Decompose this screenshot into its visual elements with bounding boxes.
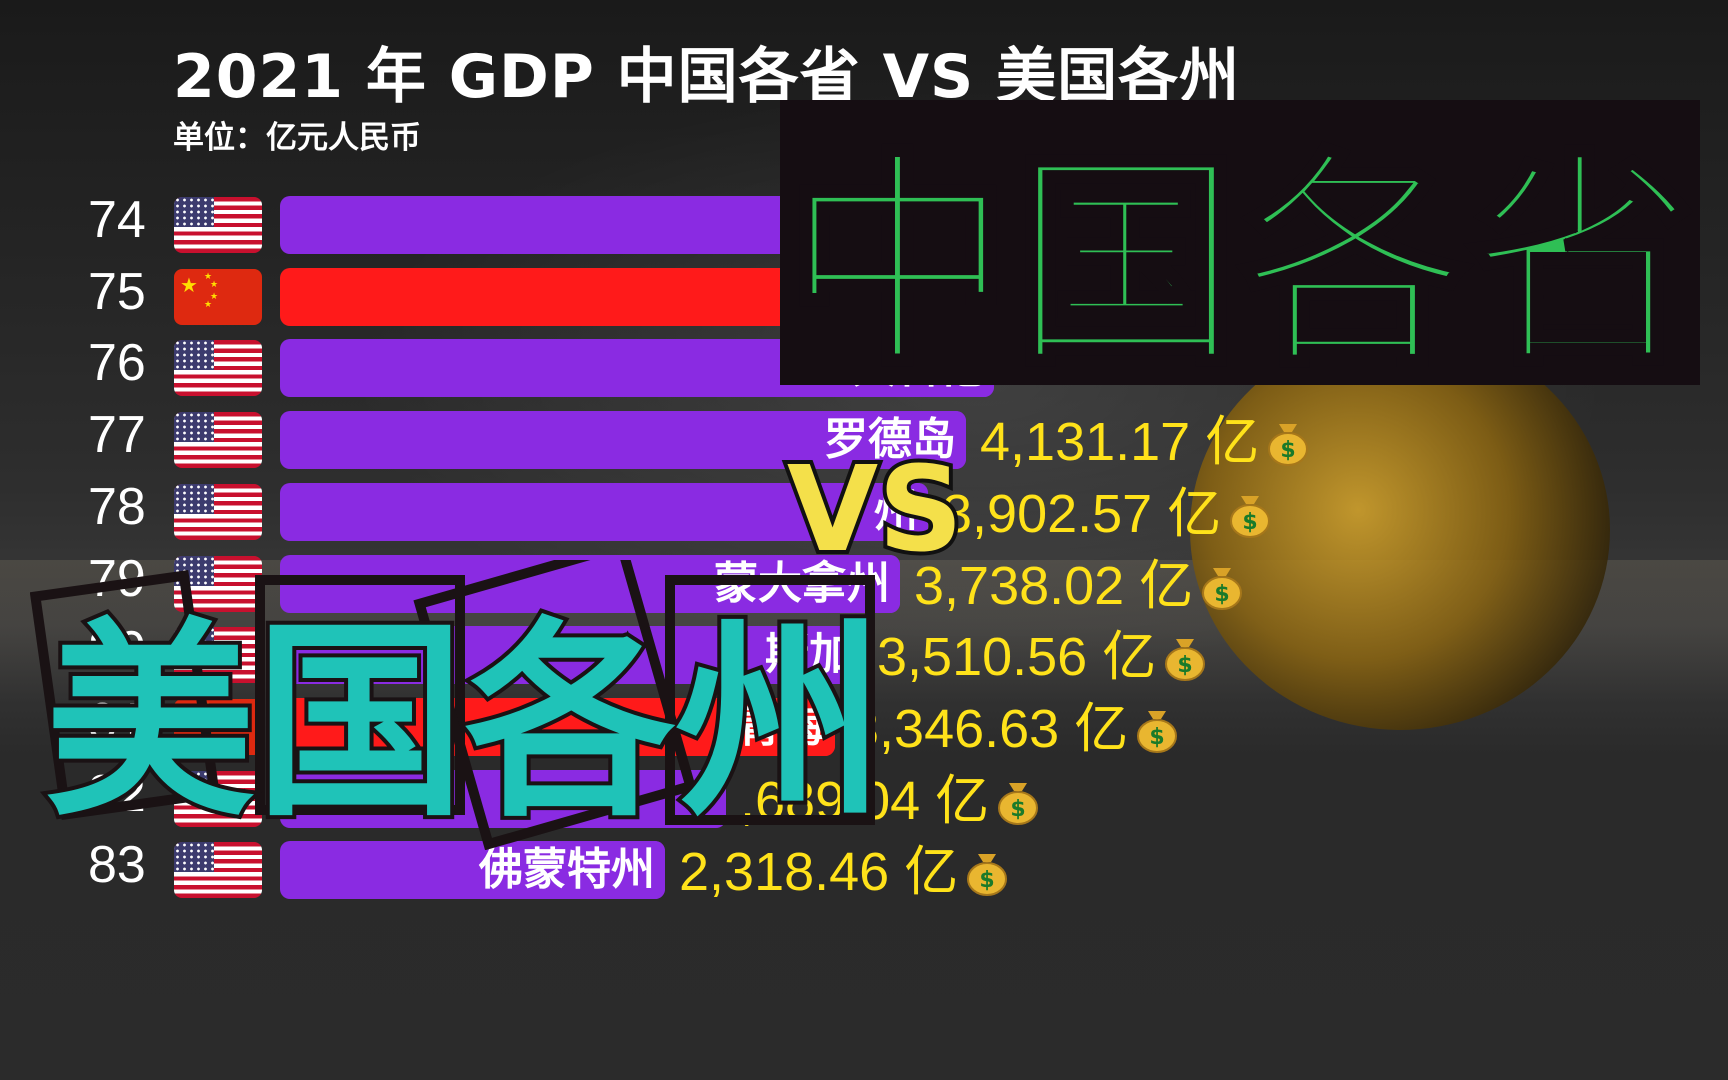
flag-canton [174, 842, 214, 872]
flag-star-icon: ★ [180, 703, 198, 727]
overlay-cn-text: 中国各省 [784, 130, 1696, 392]
money-bag-icon: $ [1137, 710, 1178, 753]
value-label: 2,318.46 亿 $ [679, 843, 1010, 901]
china-flag-icon: ★ ★ ★ ★ ★ [174, 699, 262, 755]
bar-label: 佛蒙特州 [471, 841, 665, 899]
flag-star-icon: ★ [210, 292, 219, 302]
flag-star-icon: ★ [210, 722, 219, 732]
svg-text:$: $ [1011, 797, 1026, 822]
money-bag-icon: $ [1230, 495, 1271, 538]
rank-label: 78 [88, 478, 146, 536]
us-flag-icon [174, 842, 262, 898]
svg-text:$: $ [1215, 582, 1230, 607]
money-bag-icon: $ [967, 853, 1008, 896]
overlay-us-states: 美国各州 [30, 560, 889, 850]
svg-text:$: $ [1281, 438, 1296, 463]
bar-label: 青海 [729, 698, 835, 756]
money-bag-icon: $ [1165, 638, 1206, 681]
svg-text:$: $ [1243, 510, 1258, 535]
flag-star-icon: ★ [210, 280, 219, 290]
value-text: 4,131.17 亿 [980, 412, 1260, 472]
china-flag-icon: ★ ★ ★ ★ ★ [174, 269, 262, 325]
us-flag-icon [174, 197, 262, 253]
flag-canton [174, 197, 214, 227]
value-text: 3,902.57 亿 [942, 484, 1222, 544]
value-text: 3,346.63 亿 [849, 699, 1129, 759]
value-text: 3,510.56 亿 [877, 627, 1157, 687]
value-label: 3,346.63 亿 $ [849, 700, 1180, 758]
rank-label: 80 [88, 621, 146, 679]
flag-canton [174, 484, 214, 514]
us-flag-icon [174, 412, 262, 468]
flag-star-icon: ★ [204, 702, 213, 712]
rank-label: 81 [88, 693, 146, 751]
page-subtitle: 单位：亿元人民币 [173, 120, 421, 156]
svg-text:$: $ [980, 868, 995, 893]
value-label: 3,738.02 亿 $ [914, 557, 1245, 615]
us-flag-icon [174, 340, 262, 396]
rank-label: 75 [88, 263, 146, 321]
value-label: 4,131.17 亿 $ [980, 413, 1311, 471]
bar-label: 斯加 [757, 626, 863, 684]
flag-star-icon: ★ [210, 710, 219, 720]
money-bag-icon: $ [1268, 423, 1309, 466]
flag-star-icon: ★ [204, 272, 213, 282]
us-flag-icon [174, 484, 262, 540]
overlay-us-text: 美国各州 [45, 600, 885, 845]
money-bag-icon: $ [998, 782, 1039, 825]
value-text: 2,318.46 亿 [679, 842, 959, 902]
money-bag-icon: $ [1202, 567, 1243, 610]
flag-canton [174, 412, 214, 442]
svg-text:$: $ [1150, 725, 1165, 750]
rank-label: 76 [88, 334, 146, 392]
rank-label: 83 [88, 836, 146, 894]
overlay-china-provinces: 中国各省 [780, 100, 1700, 392]
flag-star-icon: ★ [204, 300, 213, 310]
overlay-vs-text: VS [787, 440, 963, 578]
value-label: 3,902.57 亿 $ [942, 485, 1273, 543]
overlay-vs: VS [783, 436, 967, 580]
value-label: 3,510.56 亿 $ [877, 628, 1208, 686]
flag-canton [174, 340, 214, 370]
bar-label: 罗德岛 [816, 411, 966, 469]
svg-text:$: $ [1178, 653, 1193, 678]
flag-star-icon: ★ [180, 273, 198, 297]
rank-label: 77 [88, 406, 146, 464]
value-text: 3,738.02 亿 [914, 556, 1194, 616]
bar [280, 483, 928, 541]
bar-label: 州 [866, 483, 928, 541]
rank-label: 74 [88, 191, 146, 249]
